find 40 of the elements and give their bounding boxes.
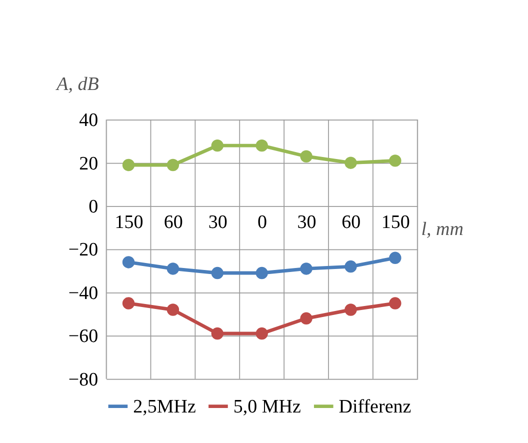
y-tick-label: −20	[68, 240, 98, 261]
point	[389, 297, 402, 310]
point	[300, 312, 312, 324]
x-tick-label: 30	[297, 212, 316, 234]
y-tick-label: −40	[68, 282, 98, 304]
point	[344, 304, 357, 316]
point	[389, 252, 402, 264]
point	[122, 158, 135, 172]
y-tick-label: 0	[88, 196, 98, 218]
legend-label: 5,0 MHz	[233, 396, 301, 418]
legend-label: Differenz	[338, 396, 412, 418]
point	[211, 139, 224, 152]
point	[256, 327, 268, 340]
point	[256, 266, 268, 280]
y-tick-label: −80	[68, 369, 98, 390]
legend-label: 2,5MHz	[133, 396, 196, 418]
point	[300, 150, 312, 162]
point	[256, 139, 268, 152]
point	[344, 156, 357, 169]
x-tick-label: 30	[208, 212, 228, 234]
x-axis-title: l, mm	[421, 219, 464, 240]
point	[389, 154, 402, 167]
point	[211, 327, 224, 340]
point	[344, 260, 357, 273]
point	[300, 262, 312, 275]
x-tick-label: 150	[114, 212, 144, 234]
y-tick-label: 40	[79, 110, 98, 132]
x-tick-label: 0	[258, 212, 268, 234]
x-tick-label: 60	[342, 212, 361, 234]
x-tick-label: 60	[164, 212, 183, 234]
point	[166, 262, 180, 275]
point	[166, 304, 180, 316]
point	[122, 256, 135, 268]
y-tick-label: 20	[79, 153, 98, 174]
y-axis-title: A, dB	[54, 74, 100, 95]
point	[166, 158, 180, 172]
y-tick-label: −60	[68, 326, 98, 348]
x-tick-label: 150	[381, 212, 410, 234]
point	[211, 266, 224, 280]
point	[122, 297, 135, 310]
